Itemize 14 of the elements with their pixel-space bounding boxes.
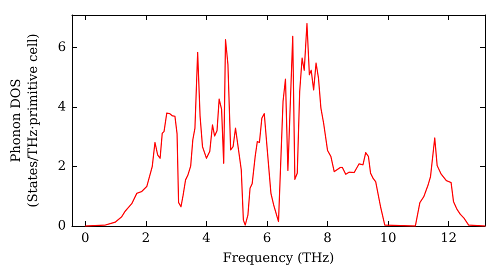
x-tick-label: 4	[202, 231, 211, 246]
x-tick-label: 8	[323, 231, 332, 246]
x-tick-label: 0	[81, 231, 90, 246]
x-tick-label: 10	[380, 231, 396, 246]
y-tick-label: 0	[58, 218, 66, 234]
y-axis-title: Phonon DOS (States/THz·primitive cell)	[9, 33, 41, 208]
y-tick-label: 2	[58, 159, 66, 174]
y-tick-label: 4	[58, 100, 66, 115]
x-tick-label: 2	[142, 231, 150, 246]
x-tick-label: 6	[262, 231, 272, 246]
x-axis-title: Frequency (THz)	[222, 251, 334, 266]
y-tick-label: 6	[58, 40, 66, 56]
line-series	[84, 23, 486, 227]
x-tick-label: 12	[440, 231, 457, 246]
